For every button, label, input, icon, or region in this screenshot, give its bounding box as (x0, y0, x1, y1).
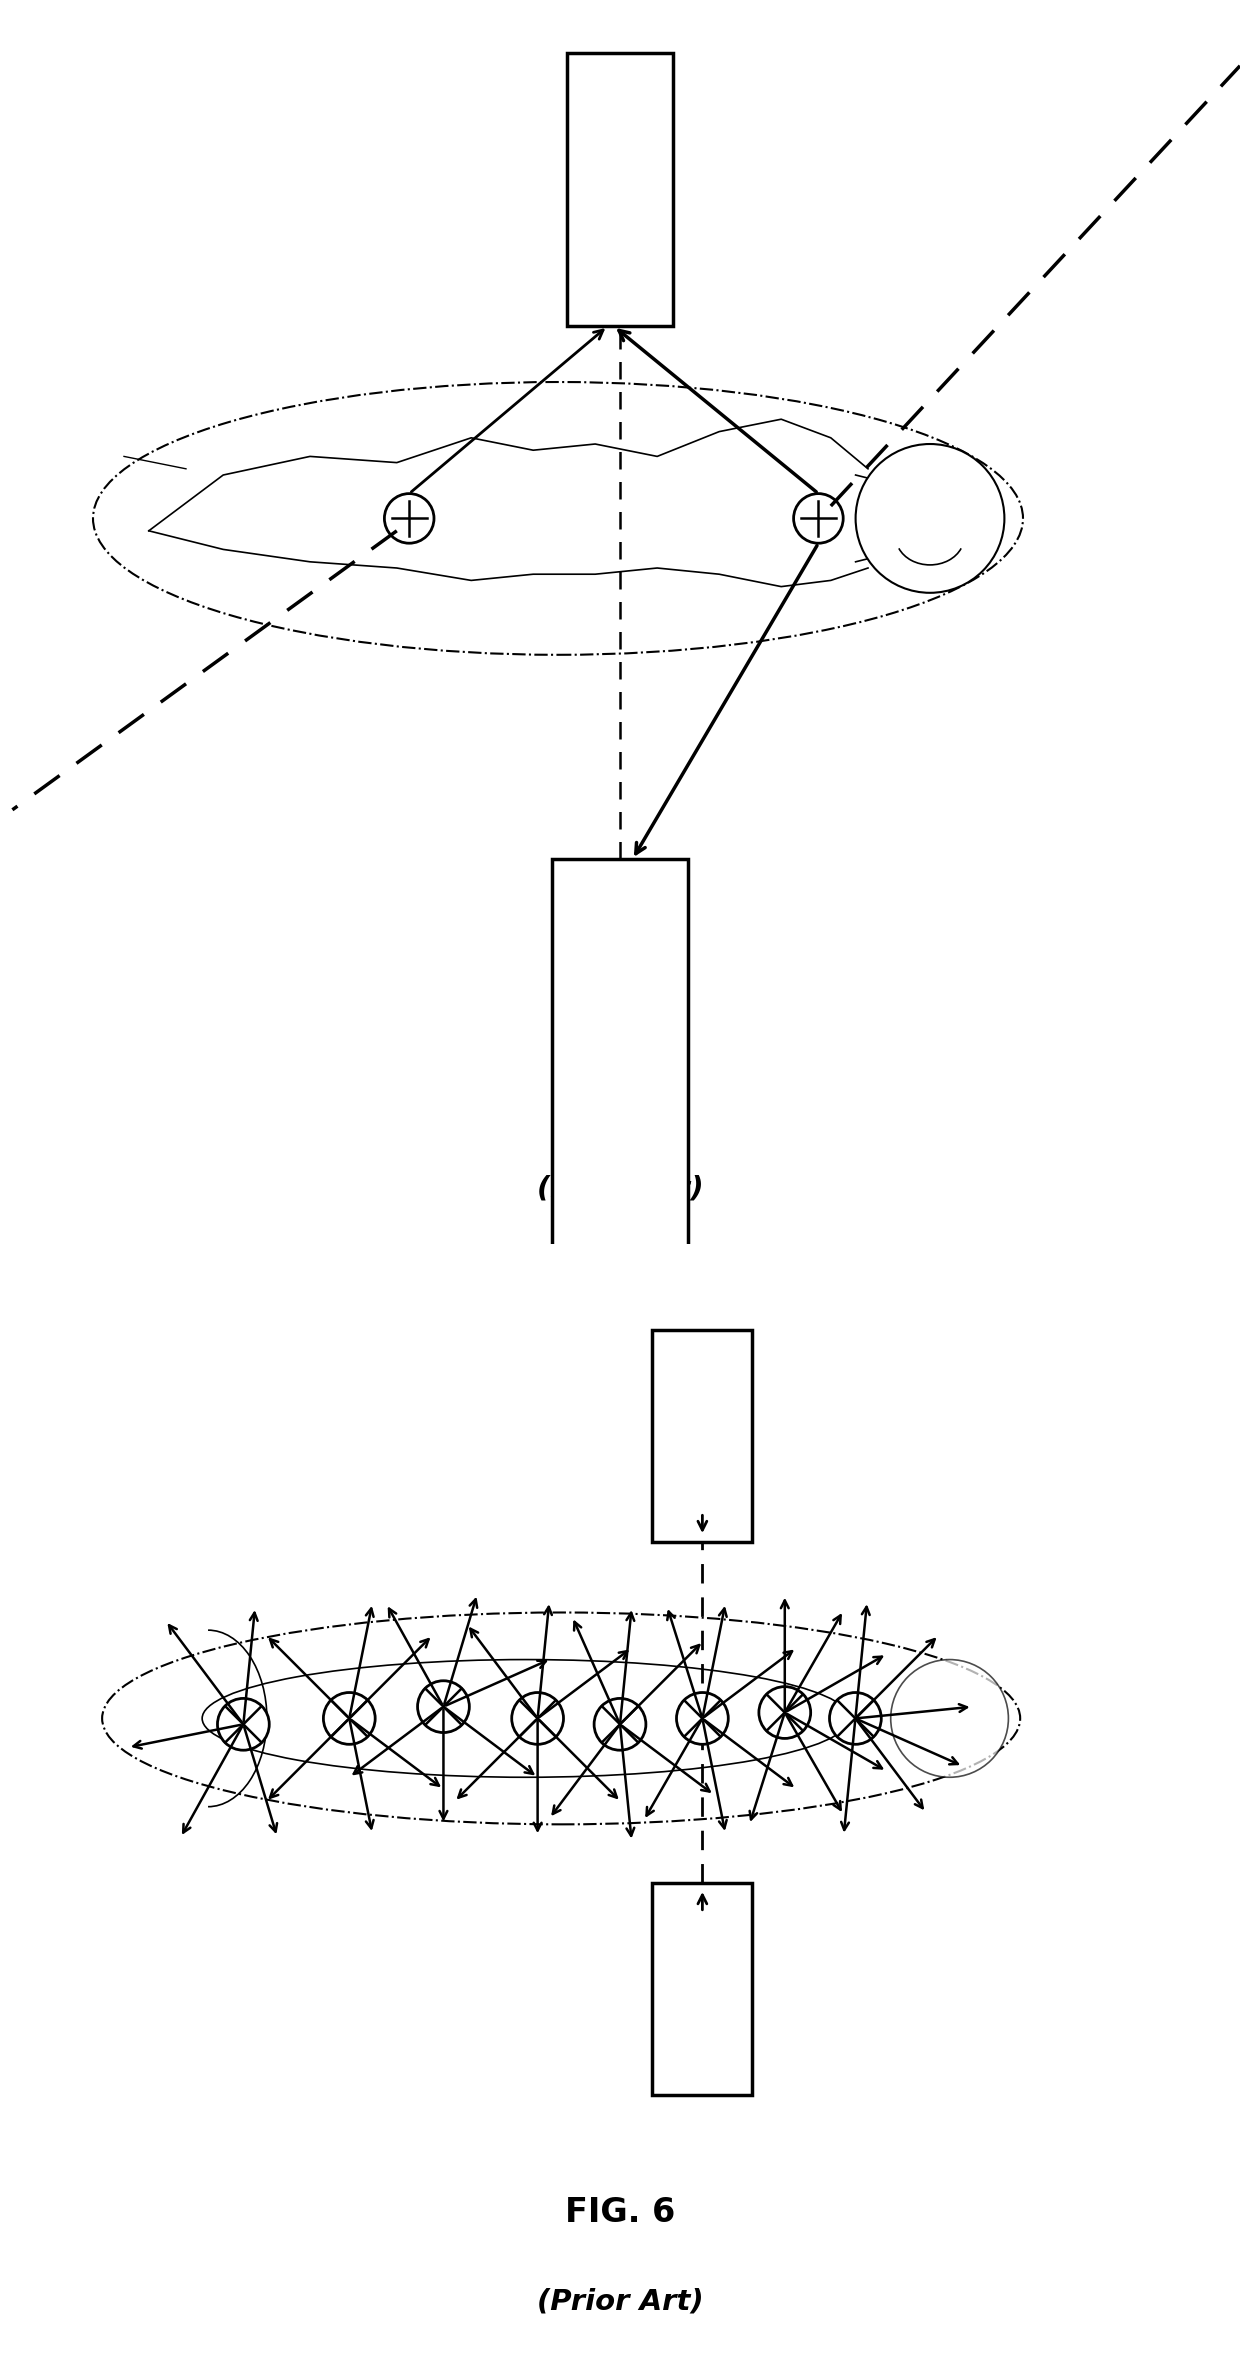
Bar (652, 1330, 753, 1542)
Circle shape (830, 1693, 882, 1744)
Text: (Prior Art): (Prior Art) (537, 2288, 703, 2314)
Circle shape (890, 1660, 1008, 1777)
Text: (Prior Art): (Prior Art) (537, 1175, 703, 1203)
Circle shape (217, 1700, 269, 1751)
Circle shape (384, 494, 434, 544)
Circle shape (418, 1681, 470, 1733)
Bar (568, 54, 672, 327)
Circle shape (794, 494, 843, 544)
Bar (652, 1883, 753, 2095)
Bar (552, 859, 688, 1356)
Circle shape (512, 1693, 563, 1744)
Circle shape (856, 445, 1004, 593)
Circle shape (594, 1700, 646, 1751)
Circle shape (759, 1685, 811, 1737)
Circle shape (324, 1693, 376, 1744)
Text: FIG. 6: FIG. 6 (565, 2196, 675, 2229)
Circle shape (677, 1693, 728, 1744)
Text: FIG. 5: FIG. 5 (565, 1078, 675, 1111)
